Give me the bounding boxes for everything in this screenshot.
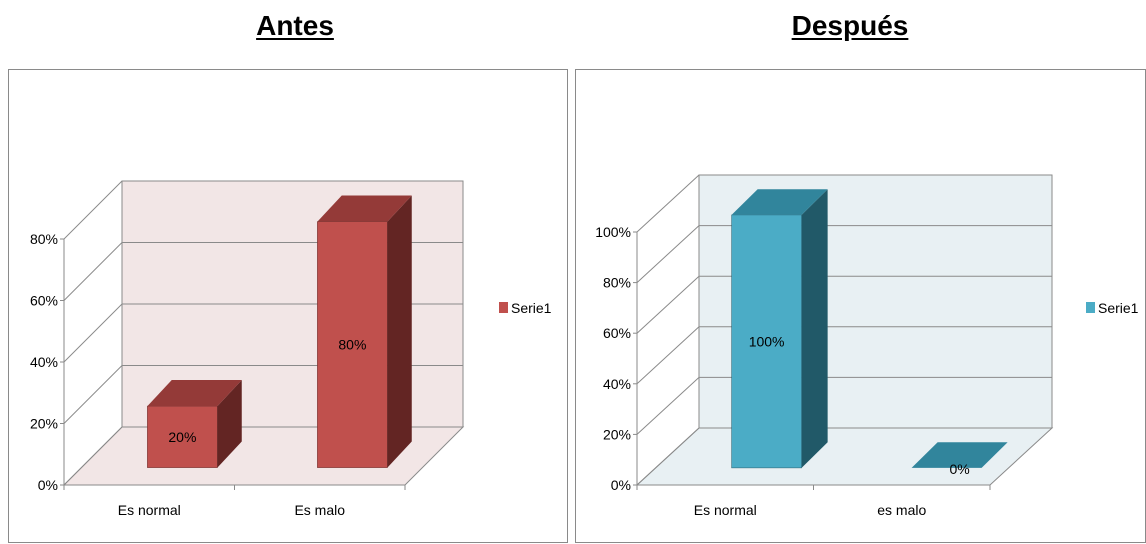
bar-top bbox=[731, 189, 828, 215]
chart-antes: 0% 20% 40% 60% 80% 20% 80% Es normal Es malo Seri… bbox=[8, 69, 568, 543]
gridline-diagonal bbox=[63, 180, 123, 240]
gridline-diagonal bbox=[636, 275, 700, 334]
data-label: 20% bbox=[168, 429, 196, 445]
chart-title-despues: Después bbox=[791, 10, 909, 41]
bar-top bbox=[911, 442, 1008, 468]
gridline-diagonal bbox=[63, 426, 123, 486]
x-category-label: Es normal bbox=[694, 502, 757, 518]
bar-top bbox=[317, 195, 412, 222]
gridline-diagonal bbox=[636, 326, 700, 385]
legend-swatch bbox=[1086, 302, 1095, 313]
y-tick-label: 40% bbox=[603, 376, 631, 392]
gridline-diagonal bbox=[63, 365, 123, 424]
chart-title-antes: Antes bbox=[256, 10, 334, 41]
chart-despues-svg: 0% 20% 40% 60% 80% 100% 100% 0% Es normal es malo… bbox=[595, 174, 1139, 518]
y-tick-label: 100% bbox=[595, 224, 631, 240]
legend-label: Serie1 bbox=[1098, 300, 1139, 316]
bar-side bbox=[387, 195, 412, 468]
bar-top bbox=[147, 380, 242, 407]
y-tick-label: 20% bbox=[603, 426, 631, 442]
bar bbox=[317, 221, 388, 468]
legend-label: Serie1 bbox=[511, 300, 552, 316]
gridline-diagonal bbox=[636, 225, 700, 283]
gridline-diagonal bbox=[63, 303, 123, 363]
y-tick-label: 60% bbox=[30, 293, 58, 309]
y-tick-label: 60% bbox=[603, 325, 631, 341]
bar-side bbox=[217, 380, 242, 468]
data-label: 0% bbox=[950, 461, 970, 477]
chart-antes-svg: 0% 20% 40% 60% 80% 20% 80% Es normal Es malo Seri… bbox=[30, 180, 552, 518]
x-category-label: Es normal bbox=[118, 502, 181, 518]
y-tick-label: 20% bbox=[30, 416, 58, 432]
y-tick-label: 80% bbox=[30, 231, 58, 247]
legend-swatch bbox=[499, 302, 508, 313]
y-tick-label: 0% bbox=[611, 477, 631, 493]
y-tick-label: 0% bbox=[38, 477, 58, 493]
gridline-diagonal bbox=[63, 242, 123, 301]
x-category-label: Es malo bbox=[294, 502, 345, 518]
gridline-diagonal bbox=[636, 377, 700, 435]
bar-side bbox=[801, 189, 828, 468]
gridline-diagonal bbox=[636, 427, 700, 486]
bar bbox=[147, 405, 218, 468]
data-label: 80% bbox=[338, 337, 366, 353]
x-category-label: es malo bbox=[877, 502, 926, 518]
y-tick-label: 40% bbox=[30, 354, 58, 370]
y-tick-label: 80% bbox=[603, 275, 631, 291]
chart-despues: 0% 20% 40% 60% 80% 100% 100% 0% Es normal es malo… bbox=[575, 69, 1146, 543]
data-label: 100% bbox=[749, 333, 785, 349]
gridline-diagonal bbox=[636, 174, 700, 233]
bar bbox=[731, 214, 802, 469]
